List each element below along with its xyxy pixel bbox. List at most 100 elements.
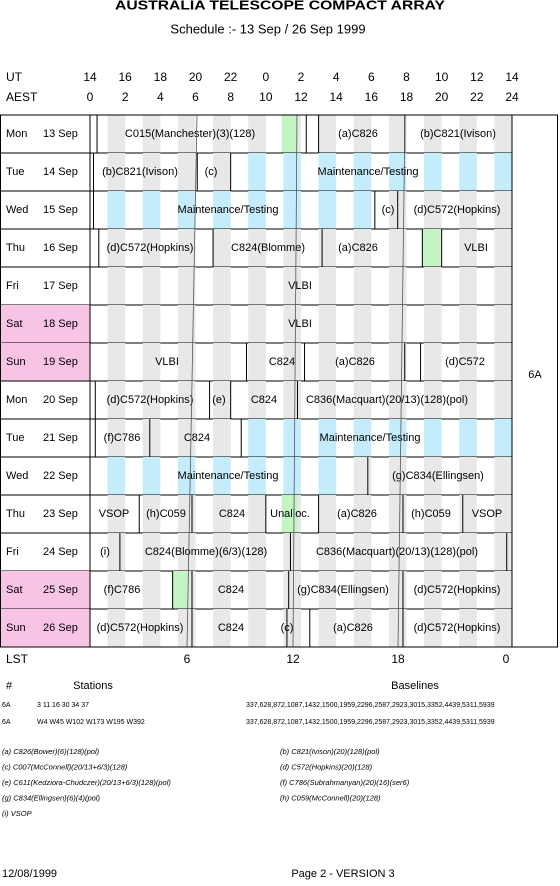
hour-stripe — [283, 571, 301, 609]
maintenance-stripe — [107, 457, 126, 495]
day-date: 16 Sep — [43, 242, 78, 254]
ut-tick: 18 — [154, 70, 168, 84]
maintenance-stripe — [353, 153, 372, 191]
booking: Maintenance/Testing — [178, 470, 279, 482]
hour-stripe — [494, 381, 512, 419]
hour-stripe — [107, 495, 126, 533]
hour-stripe — [494, 457, 512, 495]
hour-stripe — [213, 229, 231, 267]
day-date: 18 Sep — [43, 318, 78, 330]
hour-stripe — [213, 381, 231, 419]
hour-stripe — [388, 381, 407, 419]
day-name: Fri — [6, 280, 19, 292]
booking: (b)C821(Ivison) — [102, 166, 178, 178]
highlight — [422, 229, 440, 267]
hour-stripe — [177, 305, 196, 343]
hour-stripe — [283, 229, 301, 267]
ut-tick: 16 — [118, 70, 132, 84]
hour-stripe — [142, 267, 161, 305]
booking: (c) — [205, 166, 218, 178]
hour-stripe — [459, 533, 477, 571]
booking: VSOP — [472, 508, 503, 520]
hour-stripe — [459, 571, 477, 609]
maintenance-stripe — [177, 457, 196, 495]
hour-stripe — [353, 305, 372, 343]
maintenance-stripe — [283, 153, 301, 191]
hour-stripe — [353, 267, 372, 305]
maintenance-stripe — [283, 191, 301, 229]
ut-tick: 10 — [435, 70, 449, 84]
maintenance-stripe — [248, 153, 266, 191]
array-config: 6A — [528, 369, 542, 381]
hour-stripe — [424, 115, 442, 153]
footnote: (g) C834(Ellingsen)(6)(4)(pol) — [2, 793, 100, 802]
table-header: Stations — [73, 680, 113, 692]
hour-stripe — [318, 115, 337, 153]
booking: Maintenance/Testing — [318, 166, 419, 178]
booking: C824(Blomme) — [231, 242, 305, 254]
hour-stripe — [107, 343, 126, 381]
hour-stripe — [494, 609, 512, 647]
hour-stripe — [142, 495, 161, 533]
hour-stripe — [459, 457, 477, 495]
maintenance-stripe — [459, 153, 477, 191]
booking: VLBI — [288, 280, 312, 292]
maintenance-stripe — [213, 457, 231, 495]
hour-stripe — [353, 381, 372, 419]
hour-stripe — [107, 153, 126, 191]
maintenance-stripe — [248, 419, 266, 457]
hour-stripe — [459, 115, 477, 153]
footnote: (b) C821(Ivison)(20)(128)(pol) — [280, 747, 380, 756]
booking: (d)C572(Hopkins) — [107, 394, 194, 406]
hour-stripe — [107, 305, 126, 343]
hour-stripe — [107, 267, 126, 305]
table-cell: 337,628,872,1087,1432,1500,1959,2296,258… — [246, 719, 495, 726]
hour-stripe — [248, 115, 266, 153]
hour-stripe — [142, 305, 161, 343]
booking: (d)C572 — [445, 356, 485, 368]
weekend-cell — [0, 305, 90, 343]
maintenance-stripe — [107, 191, 126, 229]
booking: (d)C572(Hopkins) — [97, 622, 184, 634]
booking: (g)C834(Ellingsen) — [392, 470, 484, 482]
hour-stripe — [388, 571, 407, 609]
ut-tick: 8 — [403, 70, 410, 84]
hour-stripe — [388, 305, 407, 343]
table-header: # — [6, 680, 13, 692]
footnote: (a) C826(Bower)(6)(128)(pol) — [2, 747, 100, 756]
ut-tick: 20 — [189, 70, 203, 84]
hour-stripe — [424, 381, 442, 419]
hour-stripe — [177, 267, 196, 305]
hour-stripe — [107, 229, 126, 267]
hour-stripe — [318, 343, 337, 381]
table-cell: 337,628,872,1087,1432,1500,1959,2296,258… — [246, 702, 495, 709]
footnote: (d) C572(Hopkins)(20)(128) — [280, 762, 373, 771]
maintenance-stripe — [388, 419, 407, 457]
hour-stripe — [107, 609, 126, 647]
aest-tick: 12 — [294, 90, 308, 104]
maintenance-stripe — [388, 153, 407, 191]
hour-stripe — [213, 571, 231, 609]
hour-stripe — [459, 229, 477, 267]
hour-stripe — [142, 609, 161, 647]
lst-tick: 6 — [184, 652, 191, 666]
schedule-frame — [0, 114, 558, 648]
day-date: 24 Sep — [43, 546, 78, 558]
hour-stripe — [459, 381, 477, 419]
hour-stripe — [388, 115, 407, 153]
hour-stripe — [388, 343, 407, 381]
hour-stripe — [388, 267, 407, 305]
hour-stripe — [388, 533, 407, 571]
day-name: Wed — [6, 204, 28, 216]
booking: Unalloc. — [270, 508, 310, 520]
hour-stripe — [388, 609, 407, 647]
day-name: Tue — [6, 432, 25, 444]
hour-stripe — [424, 533, 442, 571]
hour-stripe — [213, 153, 231, 191]
title: AUSTRALIA TELESCOPE COMPACT ARRAY — [115, 0, 445, 12]
maintenance-stripe — [142, 457, 161, 495]
day-date: 20 Sep — [43, 394, 78, 406]
hour-stripe — [459, 495, 477, 533]
maintenance-stripe — [424, 153, 442, 191]
booking: (e) — [212, 394, 225, 406]
